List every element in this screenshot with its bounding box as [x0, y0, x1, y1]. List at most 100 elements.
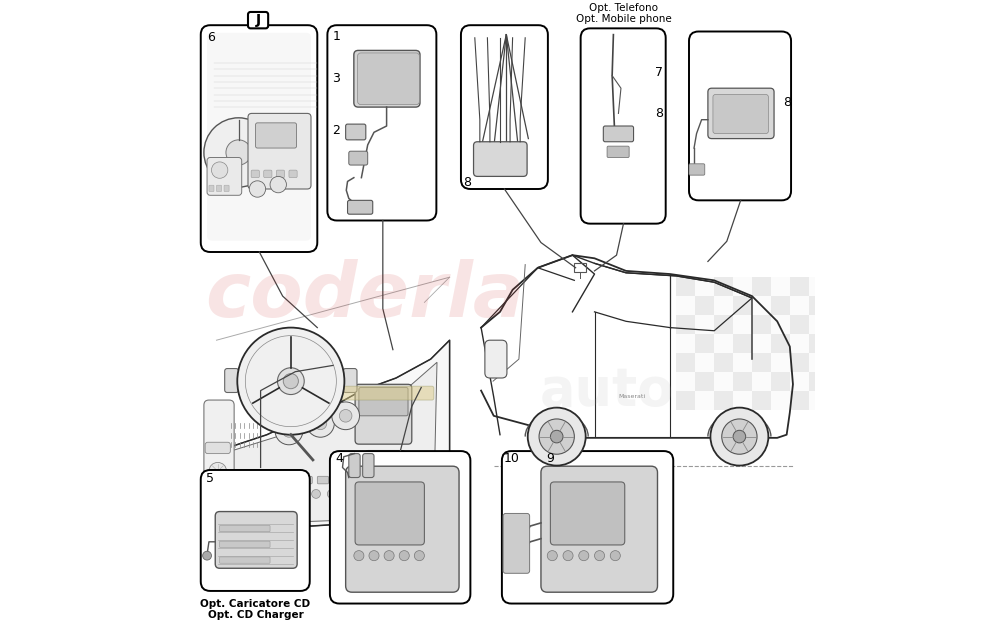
- Bar: [790, 353, 809, 372]
- Circle shape: [339, 410, 352, 422]
- FancyBboxPatch shape: [207, 158, 242, 195]
- Bar: [809, 353, 828, 372]
- Text: 8: 8: [783, 96, 791, 108]
- Bar: [733, 353, 752, 372]
- FancyBboxPatch shape: [225, 369, 239, 392]
- Bar: [714, 296, 733, 315]
- FancyBboxPatch shape: [349, 454, 360, 478]
- Bar: [695, 334, 714, 353]
- Circle shape: [392, 491, 399, 498]
- Bar: [752, 296, 771, 315]
- Bar: [733, 372, 752, 391]
- Circle shape: [414, 551, 424, 561]
- Circle shape: [237, 328, 344, 435]
- Bar: [695, 315, 714, 334]
- FancyBboxPatch shape: [220, 541, 270, 547]
- FancyBboxPatch shape: [334, 476, 345, 484]
- Circle shape: [550, 430, 563, 443]
- Circle shape: [399, 551, 409, 561]
- FancyBboxPatch shape: [541, 466, 658, 592]
- FancyBboxPatch shape: [603, 126, 634, 142]
- Bar: [733, 391, 752, 410]
- FancyBboxPatch shape: [708, 88, 774, 139]
- Bar: [733, 334, 752, 353]
- FancyBboxPatch shape: [205, 442, 230, 454]
- Text: 2: 2: [332, 124, 340, 137]
- FancyBboxPatch shape: [204, 400, 234, 495]
- Circle shape: [283, 425, 295, 437]
- Bar: [771, 334, 790, 353]
- FancyBboxPatch shape: [289, 170, 297, 178]
- Circle shape: [277, 368, 304, 394]
- Circle shape: [314, 417, 327, 430]
- FancyBboxPatch shape: [358, 53, 419, 105]
- Circle shape: [226, 140, 251, 165]
- FancyBboxPatch shape: [581, 28, 666, 224]
- Circle shape: [547, 551, 557, 561]
- Bar: [752, 277, 771, 296]
- Bar: [676, 372, 695, 391]
- Circle shape: [312, 490, 320, 498]
- Bar: [809, 277, 828, 296]
- Bar: [714, 391, 733, 410]
- Bar: [790, 372, 809, 391]
- Text: 6: 6: [208, 32, 215, 44]
- Circle shape: [283, 374, 298, 389]
- FancyBboxPatch shape: [268, 476, 280, 484]
- Bar: [771, 296, 790, 315]
- Bar: [809, 296, 828, 315]
- Circle shape: [264, 490, 273, 498]
- FancyBboxPatch shape: [485, 340, 507, 378]
- Polygon shape: [204, 340, 450, 526]
- Text: 5: 5: [206, 472, 214, 484]
- Circle shape: [373, 491, 380, 498]
- Circle shape: [539, 419, 574, 454]
- Bar: [714, 334, 733, 353]
- Text: 4: 4: [335, 452, 343, 465]
- FancyBboxPatch shape: [330, 451, 470, 604]
- FancyBboxPatch shape: [346, 466, 459, 592]
- Text: Opt. Mobile phone: Opt. Mobile phone: [576, 14, 671, 24]
- FancyBboxPatch shape: [689, 164, 705, 175]
- Bar: [809, 315, 828, 334]
- Bar: [574, 263, 586, 272]
- FancyBboxPatch shape: [607, 146, 629, 158]
- FancyBboxPatch shape: [264, 170, 272, 178]
- Bar: [695, 277, 714, 296]
- Bar: [714, 372, 733, 391]
- Circle shape: [610, 551, 620, 561]
- Text: Opt. CD Charger: Opt. CD Charger: [208, 610, 303, 620]
- Circle shape: [369, 551, 379, 561]
- Text: 7: 7: [655, 66, 663, 79]
- FancyBboxPatch shape: [359, 387, 408, 416]
- FancyBboxPatch shape: [474, 142, 527, 176]
- Circle shape: [280, 490, 289, 498]
- Circle shape: [203, 551, 211, 560]
- Circle shape: [209, 462, 227, 480]
- Bar: [771, 372, 790, 391]
- Text: 8: 8: [655, 107, 663, 120]
- Bar: [809, 372, 828, 391]
- Circle shape: [509, 556, 521, 568]
- Circle shape: [710, 408, 768, 466]
- Text: 10: 10: [503, 452, 519, 465]
- Text: Opt. Telefono: Opt. Telefono: [589, 3, 658, 13]
- Bar: [790, 315, 809, 334]
- Bar: [733, 277, 752, 296]
- Circle shape: [384, 551, 394, 561]
- Polygon shape: [204, 495, 257, 573]
- Bar: [771, 353, 790, 372]
- FancyBboxPatch shape: [224, 185, 229, 192]
- FancyBboxPatch shape: [301, 476, 312, 484]
- Text: auto: auto: [540, 365, 674, 416]
- FancyBboxPatch shape: [355, 482, 424, 545]
- Circle shape: [332, 402, 360, 430]
- FancyBboxPatch shape: [201, 470, 310, 591]
- Circle shape: [506, 547, 519, 559]
- FancyBboxPatch shape: [350, 476, 361, 484]
- FancyBboxPatch shape: [363, 454, 374, 478]
- FancyBboxPatch shape: [349, 151, 368, 165]
- Circle shape: [383, 491, 389, 498]
- FancyBboxPatch shape: [343, 369, 357, 392]
- Bar: [695, 353, 714, 372]
